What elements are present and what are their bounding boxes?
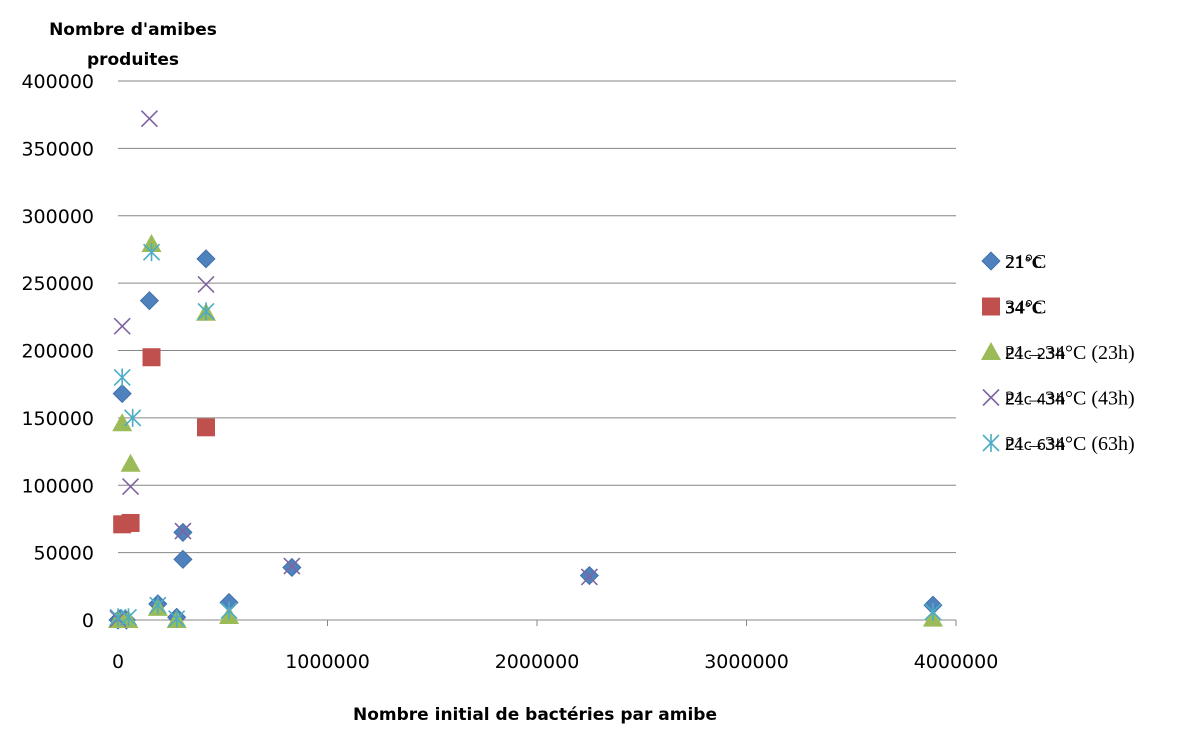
- y-tick-label: 0: [82, 610, 94, 632]
- data-point: [121, 513, 140, 532]
- gridlines: [118, 80, 956, 554]
- legend-label: 21°C: [1005, 251, 1046, 273]
- data-point: [112, 413, 133, 432]
- series-triangle: [108, 234, 943, 628]
- data-point: [113, 368, 131, 387]
- data-point: [283, 557, 301, 575]
- legend-label: 34°C: [1005, 297, 1046, 319]
- data-point: [119, 608, 138, 627]
- legend-code: P4c 63h: [1005, 436, 1065, 454]
- data-point: [196, 249, 216, 269]
- y-tick-label: 100000: [21, 475, 94, 497]
- data-point: [120, 453, 141, 472]
- data-point: [122, 478, 140, 496]
- data-point: [149, 596, 167, 615]
- x-tick-label: 0: [112, 651, 124, 673]
- y-tick-label: 200000: [21, 341, 94, 363]
- data-point: [142, 348, 161, 367]
- series-star: [109, 243, 942, 628]
- x-tick-label: 3000000: [704, 651, 789, 673]
- data-point: [196, 418, 215, 437]
- data-point: [173, 549, 193, 569]
- y-tick-label: 300000: [21, 206, 94, 228]
- data-point: [197, 275, 215, 294]
- legend-code: P4c 23h: [1005, 345, 1065, 363]
- legend-marker: [981, 251, 1001, 271]
- x-tick-labels: 0 1000000 2000000 3000000 4000000: [112, 620, 998, 673]
- x-axis-title: Nombre initial de bactéries par amibe: [353, 705, 717, 725]
- data-point: [174, 522, 192, 540]
- data-point: [197, 302, 215, 321]
- data-point: [220, 601, 238, 620]
- legend-label: 21→34°C (23h): [1005, 342, 1135, 364]
- data-point: [139, 291, 159, 311]
- series-square: [113, 348, 215, 534]
- legend-marker: [982, 297, 1000, 316]
- legend-label: 21→34°C (43h): [1005, 388, 1135, 410]
- data-point: [168, 609, 186, 628]
- y-tick-label: 50000: [34, 543, 94, 565]
- series-x: [109, 110, 598, 628]
- data-point: [113, 317, 131, 335]
- legend-marker: [982, 434, 1000, 452]
- series-diamond: [108, 249, 943, 630]
- y-tick-label: 150000: [21, 408, 94, 430]
- legend-marker: [981, 342, 1001, 360]
- data-points: [108, 110, 943, 630]
- legend-code: 21°C: [1005, 254, 1042, 272]
- y-tick-label: 350000: [21, 138, 94, 160]
- x-tick-label: 2000000: [495, 651, 580, 673]
- y-tick-label: 250000: [21, 273, 94, 295]
- legend-label: 21→34°C (63h): [1005, 433, 1135, 455]
- legend-item: 34°C34°C: [982, 297, 1046, 319]
- data-point: [282, 557, 302, 578]
- legend-marker: [982, 388, 1000, 407]
- data-point: [173, 522, 193, 542]
- data-point: [142, 243, 161, 262]
- data-point: [140, 110, 158, 128]
- data-point: [924, 602, 942, 621]
- data-point: [112, 384, 132, 404]
- legend-code: P4c 43h: [1005, 391, 1065, 409]
- y-tick-label: 400000: [21, 71, 94, 93]
- data-point: [580, 568, 598, 586]
- x-tick-label: 1000000: [285, 651, 370, 673]
- x-tick-label: 4000000: [914, 651, 999, 673]
- y-tick-labels: 0 50000 100000 150000 200000 250000 300000 3500…: [21, 71, 94, 632]
- data-point: [124, 408, 142, 427]
- y-axis-title: Nombre d'amibes produites: [49, 20, 217, 70]
- data-point: [579, 565, 599, 586]
- legend-code: 34°C: [1005, 300, 1042, 318]
- legend-item: 21°C21°C: [981, 251, 1046, 273]
